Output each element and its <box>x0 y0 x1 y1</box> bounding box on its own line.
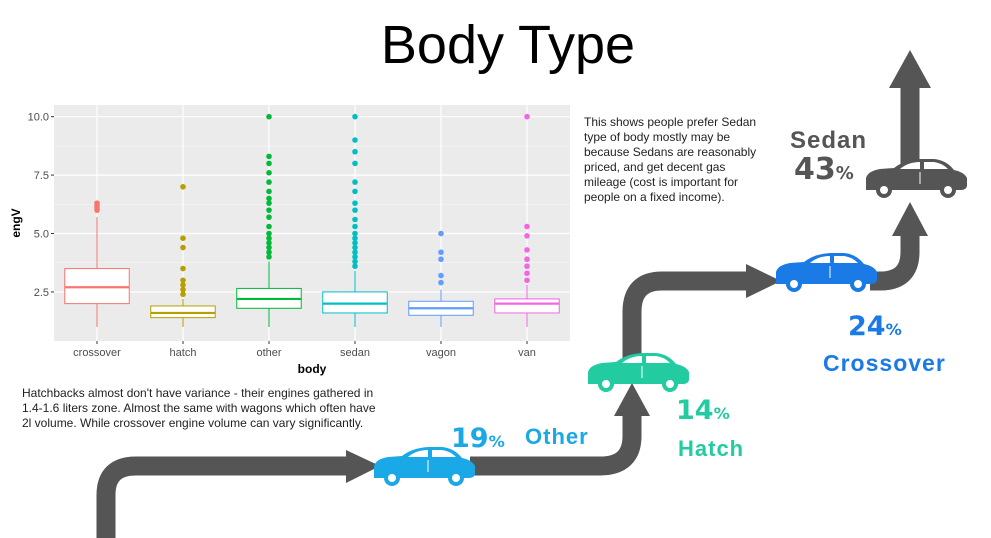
outlier-point <box>266 235 272 241</box>
outlier-point <box>438 272 444 279</box>
y-axis-label: engV <box>9 208 23 237</box>
flow-arrow-path-3 <box>622 271 752 372</box>
outlier-point <box>266 254 272 260</box>
flow-arrowhead-4 <box>892 202 928 236</box>
car-crossover-icon <box>776 253 877 292</box>
outlier-point <box>352 254 358 260</box>
outlier-point <box>180 291 186 298</box>
y-tick-label: 10.0 <box>28 112 49 124</box>
sedan-label: Sedan <box>790 127 868 154</box>
note-sedan-preference: This shows people prefer Sedan type of b… <box>584 115 757 204</box>
box-hatch <box>150 305 216 319</box>
x-tick-label: van <box>518 347 536 359</box>
outlier-point <box>266 223 272 230</box>
other-percent: 19% <box>451 423 505 454</box>
outlier-point <box>352 160 358 167</box>
flow-arrow-path-4 <box>870 232 920 291</box>
outlier-point <box>266 113 272 120</box>
page-title: Body Type <box>380 15 636 75</box>
outlier-point <box>180 282 186 288</box>
outlier-point <box>352 244 358 251</box>
y-tick-label: 7.5 <box>34 170 49 182</box>
outlier-point <box>352 258 358 265</box>
y-tick-label: 5.0 <box>34 229 49 241</box>
outlier-point <box>352 207 358 213</box>
outlier-point <box>352 148 358 155</box>
flow-arrow-path <box>96 456 352 538</box>
outlier-point <box>352 230 358 237</box>
outlier-point <box>524 256 530 263</box>
outlier-point <box>524 277 530 284</box>
outlier-point <box>266 188 272 195</box>
outlier-point <box>352 113 358 120</box>
outlier-point <box>524 233 530 239</box>
outlier-point <box>94 200 100 206</box>
outlier-point <box>352 179 358 185</box>
outlier-point <box>352 249 358 256</box>
crossover-percent: 24% <box>848 311 902 342</box>
sedan-percent: 43% <box>794 152 854 187</box>
x-tick-label: vagon <box>426 347 456 359</box>
outlier-point <box>352 188 358 195</box>
flow-arrowhead-3 <box>746 264 781 298</box>
outlier-point <box>438 230 444 237</box>
outlier-point <box>180 183 186 190</box>
car-hatch-icon <box>588 353 689 392</box>
outlier-point <box>438 279 444 286</box>
outlier-point <box>266 200 272 206</box>
outlier-point <box>266 169 272 176</box>
outlier-point <box>266 179 272 185</box>
note-engine-variance: Hatchbacks almost don't have variance - … <box>22 386 376 430</box>
plot-panel <box>54 105 570 341</box>
outlier-point <box>266 230 272 237</box>
outlier-point <box>180 265 186 272</box>
outlier-point <box>524 247 530 253</box>
outlier-point <box>352 263 358 270</box>
outlier-point <box>524 223 530 230</box>
outlier-point <box>524 113 530 120</box>
hatch-label: Hatch <box>678 436 745 461</box>
other-label: Other <box>525 424 589 449</box>
outlier-point <box>266 153 272 160</box>
car-sedan-icon <box>866 159 967 198</box>
y-tick-label: 2.5 <box>34 287 49 299</box>
flow-arrowhead-1 <box>346 450 380 483</box>
x-tick-label: hatch <box>170 347 197 359</box>
outlier-point <box>352 240 358 246</box>
x-axis-label: body <box>298 362 327 376</box>
outlier-point <box>352 200 358 206</box>
outlier-point <box>524 263 530 270</box>
hatch-percent: 14% <box>676 395 730 426</box>
outlier-point <box>266 160 272 167</box>
outlier-point <box>266 214 272 220</box>
outlier-point <box>266 207 272 213</box>
engine-volume-boxplot: 2.5 5.0 7.5 10.0 crossover hatch other sedan vag… <box>9 105 570 376</box>
outlier-point <box>438 249 444 256</box>
crossover-label: Crossover <box>823 350 946 376</box>
outlier-point <box>266 249 272 256</box>
outlier-point <box>266 240 272 246</box>
outlier-point <box>180 244 186 251</box>
outlier-point <box>352 235 358 241</box>
outlier-point <box>438 256 444 263</box>
outlier-point <box>524 270 530 277</box>
outlier-point <box>180 277 186 284</box>
outlier-point <box>352 216 358 223</box>
box-sedan <box>322 291 388 314</box>
x-tick-label: sedan <box>340 347 370 359</box>
outlier-point <box>352 137 358 143</box>
x-tick-label: crossover <box>73 347 121 359</box>
flow-arrowhead-2 <box>614 383 650 416</box>
box-van <box>494 298 560 314</box>
outlier-point <box>180 235 186 241</box>
outlier-point <box>266 244 272 251</box>
outlier-point <box>180 286 186 293</box>
box-crossover <box>64 268 130 305</box>
x-tick-label: other <box>256 347 281 359</box>
outlier-point <box>266 195 272 202</box>
outlier-point <box>352 223 358 230</box>
